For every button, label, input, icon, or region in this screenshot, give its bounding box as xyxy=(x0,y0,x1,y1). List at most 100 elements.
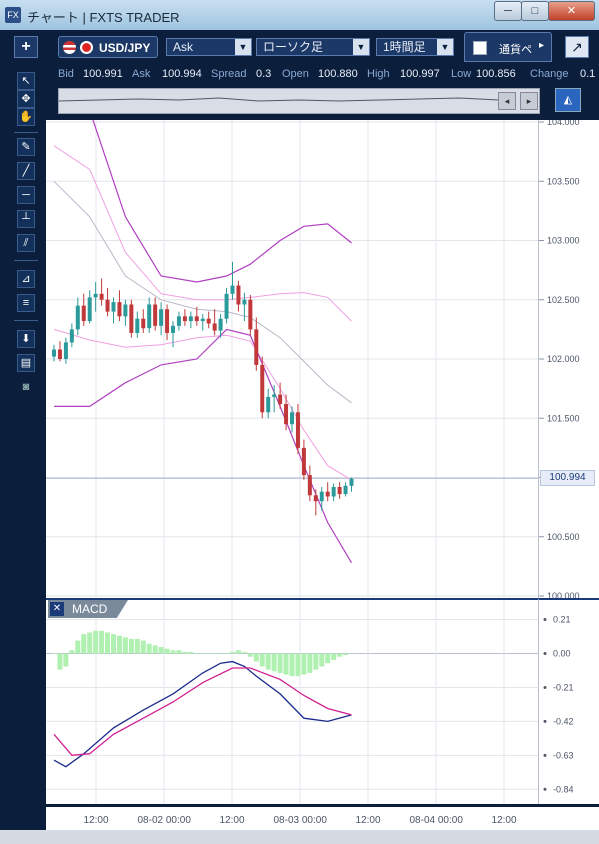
close-button[interactable]: ✕ xyxy=(548,1,595,21)
candle-body xyxy=(188,316,193,322)
bollinger-upper-line xyxy=(92,120,352,283)
tool-3[interactable]: ✎ xyxy=(17,138,35,156)
tool-6[interactable]: ┴ xyxy=(17,210,35,228)
macd-histogram-bar xyxy=(140,640,146,654)
tool-1[interactable]: ✥ xyxy=(17,90,35,108)
minimize-button[interactable]: ─ xyxy=(494,1,522,21)
price-type-select[interactable]: Ask ▼ xyxy=(166,38,252,56)
candle-body xyxy=(52,349,56,357)
price-tick-label: 103.500 xyxy=(547,176,580,186)
time-axis: 12:00 08-02 00:00 12:00 08-03 00:00 12:00 08-… xyxy=(46,804,599,830)
candle-body xyxy=(206,318,211,324)
scroll-right-button[interactable]: ▸ xyxy=(520,92,538,110)
macd-tick-label: 0.21 xyxy=(553,615,571,625)
taskbar-strip xyxy=(0,830,599,844)
candle-body xyxy=(141,318,146,329)
chart-type-select[interactable]: ローソク足 ▼ xyxy=(256,38,370,56)
macd-histogram-bar xyxy=(241,651,247,654)
macd-histogram-bar xyxy=(218,653,224,654)
macd-tick-label: -0.42 xyxy=(553,716,574,726)
candle-body xyxy=(135,318,140,333)
high-label: High xyxy=(367,68,390,80)
macd-histogram-bar xyxy=(313,653,319,670)
macd-histogram-bar xyxy=(81,634,87,654)
tool-10[interactable]: ⬇ xyxy=(17,330,35,348)
price-tick-label: 102.000 xyxy=(547,354,580,364)
cursor-arrow-icon: ↖ xyxy=(21,75,31,87)
candle-body xyxy=(129,304,134,333)
macd-tick-label: -0.63 xyxy=(553,750,574,760)
high-value: 100.997 xyxy=(400,68,440,80)
candle-body xyxy=(331,486,336,497)
macd-title-tab: ✕ MACD xyxy=(48,600,128,618)
candle-body xyxy=(266,396,271,413)
tool-divider xyxy=(14,320,38,321)
chart-navigator[interactable]: ◂ ▸ xyxy=(58,88,540,114)
chevron-down-icon: ▼ xyxy=(353,39,369,55)
window-title: チャート | FXTS TRADER xyxy=(27,10,180,25)
candle-body xyxy=(290,412,294,425)
macd-tick xyxy=(543,652,547,655)
tool-7[interactable]: ⫽ xyxy=(17,234,35,252)
macd-histogram-bar xyxy=(319,653,325,667)
macd-histogram-bar xyxy=(99,630,105,654)
timeframe-select[interactable]: 1時間足 ▼ xyxy=(376,38,454,56)
chart-toolbar: + USD/JPY Ask ▼ ローソク足 ▼ 1時間足 ▼ 通貨ペ ▸ ↗ xyxy=(0,30,599,64)
macd-histogram-bar xyxy=(212,653,218,654)
tool-0[interactable]: ↖ xyxy=(17,72,35,90)
tool-11[interactable]: ▤ xyxy=(17,354,35,372)
time-tick-label: 08-02 00:00 xyxy=(137,815,191,826)
close-indicator-icon[interactable]: ✕ xyxy=(50,602,64,616)
chart-fit-button[interactable]: ◭ xyxy=(555,88,581,112)
candle-body xyxy=(337,486,342,495)
us-flag-icon xyxy=(63,41,76,54)
candle-body xyxy=(284,404,289,425)
macd-histogram-bar xyxy=(69,650,75,654)
candle-body xyxy=(105,299,110,312)
tool-9[interactable]: ≡ xyxy=(17,294,35,312)
screenshot-camera-icon: ◙ xyxy=(22,381,30,393)
tool-12[interactable]: ◙ xyxy=(17,378,35,396)
scroll-left-button[interactable]: ◂ xyxy=(498,92,516,110)
time-tick-label: 12:00 xyxy=(83,815,109,826)
window-title-bar: FX チャート | FXTS TRADER ─ □ ✕ xyxy=(0,0,599,30)
timeframe-value: 1時間足 xyxy=(383,40,426,54)
candle-body xyxy=(93,293,98,298)
macd-histogram-bar xyxy=(253,653,259,662)
navigator-sparkline xyxy=(59,97,500,102)
currency-pair-button[interactable]: USD/JPY xyxy=(58,36,158,58)
candle-body xyxy=(254,329,259,365)
spread-value: 0.3 xyxy=(256,68,272,80)
price-axis: 104.000 103.500 103.000 102.500 102.000 101.5… xyxy=(538,120,599,598)
macd-tick xyxy=(543,685,547,689)
macd-histogram-bar xyxy=(200,653,206,654)
macd-histogram-bar xyxy=(230,651,235,654)
checkbox-icon xyxy=(473,41,487,55)
tool-2[interactable]: ✋ xyxy=(17,108,35,126)
macd-histogram-bar xyxy=(51,653,57,654)
macd-histogram-bar xyxy=(158,647,164,654)
price-chart-panel[interactable] xyxy=(46,120,538,598)
tool-4[interactable]: ╱ xyxy=(17,162,35,180)
ask-label: Ask xyxy=(132,68,151,80)
low-value: 100.856 xyxy=(476,68,516,80)
macd-histogram-bar xyxy=(283,653,289,675)
macd-panel[interactable] xyxy=(46,598,538,804)
tool-8[interactable]: ⊿ xyxy=(17,270,35,288)
macd-histogram-bar xyxy=(265,653,271,670)
macd-axis: 0.21 0.00 -0.21 -0.42 -0.63 -0.84 xyxy=(538,598,599,804)
maximize-button[interactable]: □ xyxy=(521,1,549,21)
fibonacci-icon: ≡ xyxy=(22,297,30,309)
macd-histogram-bar xyxy=(277,653,283,673)
candle-body xyxy=(218,318,223,331)
candle-body xyxy=(159,309,164,326)
bid-value: 100.991 xyxy=(83,68,123,80)
candle-body xyxy=(325,491,330,497)
popout-button[interactable]: ↗ xyxy=(565,36,589,58)
candle-body xyxy=(272,394,277,397)
currency-tab[interactable]: 通貨ペ ▸ xyxy=(464,32,552,62)
macd-histogram-bar xyxy=(105,632,111,654)
add-chart-button[interactable]: + xyxy=(14,36,38,58)
fan-tool-icon: ⊿ xyxy=(21,273,31,285)
tool-5[interactable]: ─ xyxy=(17,186,35,204)
